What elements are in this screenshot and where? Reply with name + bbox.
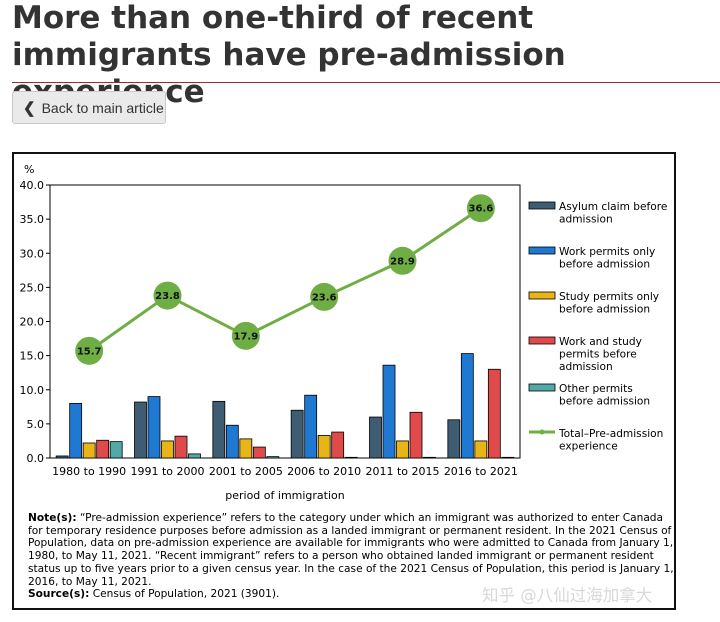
bar: [460, 353, 474, 459]
bar: [290, 409, 304, 459]
y-tick-label: 25.0: [20, 281, 45, 294]
legend-swatch: [528, 291, 556, 300]
bar: [134, 401, 147, 459]
bar: [317, 435, 331, 459]
bar: [252, 446, 266, 459]
chart-notes: Note(s): “Pre-admission experience” refe…: [28, 512, 678, 601]
legend-line-marker: [539, 429, 545, 435]
total-point: [153, 281, 182, 310]
bar: [69, 402, 83, 459]
total-data-label: 28.9: [390, 256, 415, 267]
x-tick-label: 2006 to 2010: [287, 465, 361, 478]
legend-label: Study permits only: [559, 291, 659, 303]
bar: [225, 424, 239, 459]
total-point: [75, 336, 104, 365]
total-point: [310, 282, 339, 311]
title-divider: [12, 82, 720, 83]
legend-swatch: [528, 336, 556, 345]
legend-label: before admission: [559, 304, 650, 316]
back-to-main-article-button[interactable]: ❮ Back to main article: [12, 91, 166, 124]
total-point: [388, 246, 417, 275]
total-data-label: 17.9: [233, 331, 258, 342]
bar: [147, 396, 161, 459]
bar: [109, 441, 123, 459]
legend-label: before admission: [559, 259, 650, 271]
chart-svg: % 0.0 5.0 10.0 15.0 20.0 25.0 30.0 35.0 40.0 1980 …: [20, 163, 668, 502]
chart-figure: % 0.0 5.0 10.0 15.0 20.0 25.0 30.0 35.0 40.0 1980 …: [12, 152, 676, 610]
y-tick-label: 0.0: [27, 452, 45, 465]
source-text: Census of Population, 2021 (3901).: [92, 588, 280, 601]
x-tick-label: 2001 to 2005: [209, 465, 283, 478]
bar: [82, 442, 96, 459]
bar: [369, 416, 382, 459]
y-tick-label: 15.0: [20, 350, 45, 363]
bar: [423, 456, 436, 459]
legend-label: admission: [559, 361, 613, 373]
bar: [331, 431, 345, 459]
bar: [409, 411, 423, 459]
y-tick-label: 30.0: [20, 247, 45, 260]
page-title: More than one-third of recent immigrants…: [12, 0, 566, 110]
legend-label: Work and study: [559, 336, 642, 348]
total-data-label: 23.6: [312, 292, 337, 303]
x-axis-title: period of immigration: [225, 489, 345, 502]
note-label: Note(s):: [28, 512, 77, 524]
y-tick-label: 35.0: [20, 213, 45, 226]
bar: [239, 438, 253, 459]
legend-swatch: [528, 383, 556, 392]
bar: [96, 439, 110, 459]
plot-frame: [49, 184, 521, 459]
watermark-text: 知乎 @八仙过海加拿大: [482, 586, 653, 605]
bar: [304, 394, 318, 459]
bar: [487, 368, 501, 459]
total-data-label: 23.8: [155, 291, 180, 302]
legend-label: Asylum claim before: [559, 201, 667, 213]
bar: [447, 419, 461, 459]
bar: [501, 456, 515, 459]
total-data-label: 15.7: [77, 346, 102, 357]
bar: [212, 400, 226, 459]
total-data-label: 36.6: [468, 204, 493, 215]
legend-label: admission: [559, 214, 613, 226]
total-point: [231, 321, 260, 350]
bar: [396, 440, 409, 459]
note-text: “Pre-admission experience” refers to the…: [28, 512, 674, 588]
legend-label: before admission: [559, 396, 650, 408]
legend-label: permits before: [559, 349, 637, 361]
legend-swatch: [528, 201, 556, 210]
bar: [188, 453, 201, 459]
legend-label: Other permits: [559, 383, 633, 395]
x-tick-label: 2011 to 2015: [365, 465, 439, 478]
back-button-label: Back to main article: [41, 99, 164, 116]
x-tick-label: 1980 to 1990: [52, 465, 126, 478]
bar: [161, 440, 174, 459]
bar: [474, 440, 488, 459]
y-tick-label: 20.0: [20, 316, 45, 329]
legend-swatch: [528, 246, 556, 255]
bar: [382, 364, 396, 459]
total-point: [466, 194, 495, 223]
bar: [344, 456, 358, 459]
legend-label: Total–Pre-admission: [558, 428, 663, 440]
bar: [174, 435, 188, 459]
bar: [266, 456, 280, 459]
legend-label: experience: [559, 441, 618, 453]
y-tick-label: 10.0: [20, 384, 45, 397]
source-label: Source(s):: [28, 588, 90, 601]
y-tick-label: 5.0: [27, 418, 45, 431]
bar: [55, 455, 69, 459]
x-tick-label: 2016 to 2021: [444, 465, 518, 478]
chevron-left-icon: ❮: [23, 99, 36, 117]
x-tick-label: 1991 to 2000: [130, 465, 204, 478]
y-unit-label: %: [24, 163, 34, 176]
total-line: [88, 206, 482, 353]
legend-label: Work permits only: [559, 246, 655, 258]
y-tick-label: 40.0: [20, 179, 45, 192]
